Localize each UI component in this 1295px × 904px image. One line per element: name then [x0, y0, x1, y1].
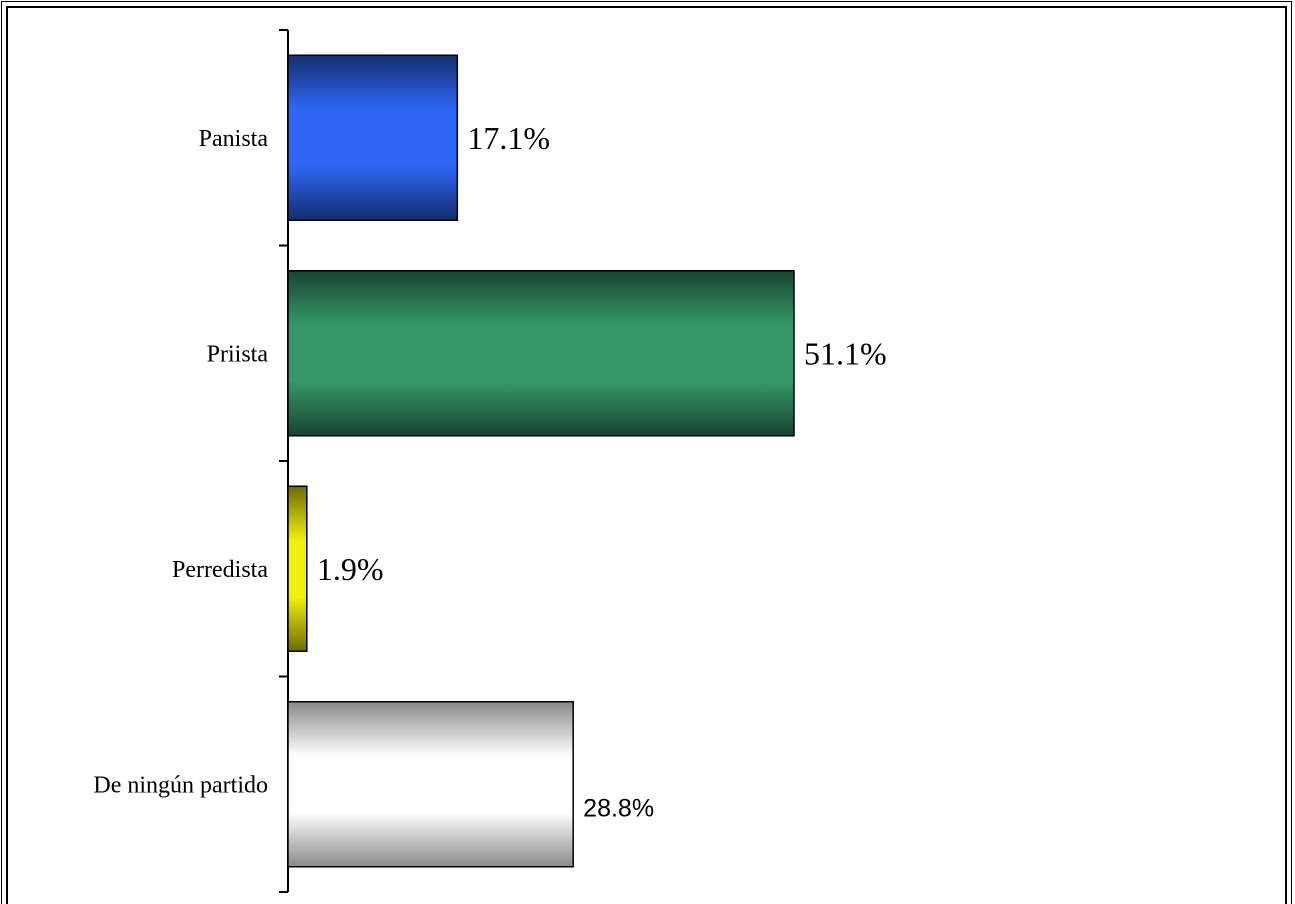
chart-frame-inner [6, 6, 1287, 904]
bar [287, 701, 574, 868]
category-label: Perredista [172, 557, 268, 583]
category-label: Panista [199, 126, 269, 152]
labels-group: Panista 17.1% Priista 51.1% Perredista 1.9% De… [93, 120, 886, 823]
bar [287, 270, 795, 437]
bar [287, 485, 308, 652]
category-label: De ningún partido [93, 772, 268, 798]
data-label: 17.1% [467, 120, 550, 156]
data-label: 28.8% [583, 794, 654, 822]
bars-group [287, 54, 795, 868]
category-label: Priista [207, 341, 269, 367]
data-label: 1.9% [317, 551, 384, 587]
bar [287, 54, 459, 221]
category-axis [279, 29, 289, 893]
data-label: 51.1% [804, 335, 887, 371]
